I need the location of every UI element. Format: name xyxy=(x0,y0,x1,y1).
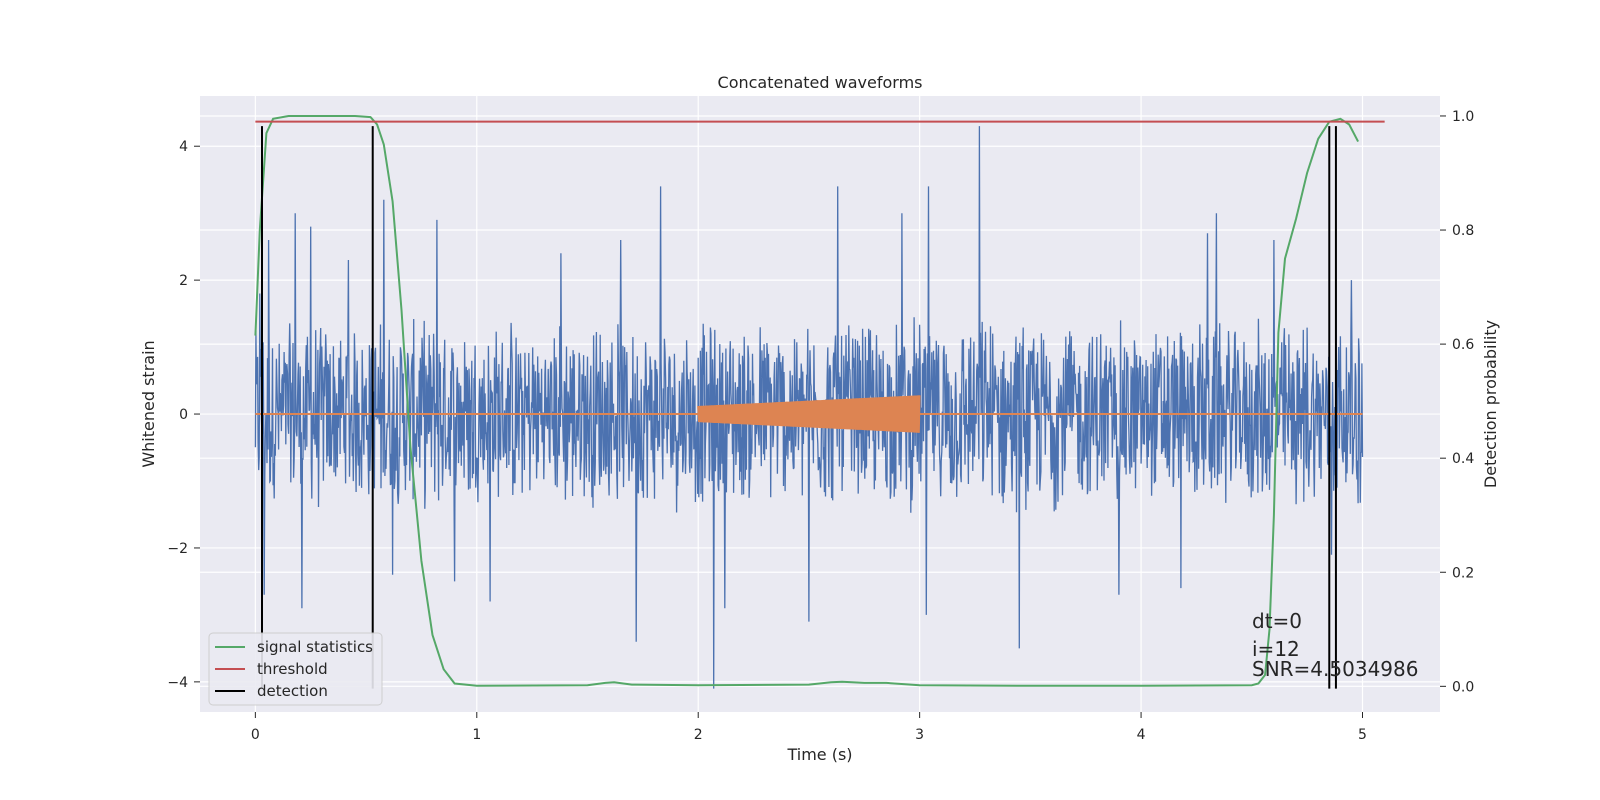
y-tick-label: −2 xyxy=(167,541,188,557)
y2-tick-label: 0.2 xyxy=(1452,565,1474,581)
legend-label-signal-statistics: signal statistics xyxy=(257,638,373,656)
annotation-i: i=12 xyxy=(1252,637,1300,661)
legend-box xyxy=(208,632,383,706)
grid-lines xyxy=(200,96,1440,712)
x-tick-label: 2 xyxy=(694,727,703,743)
x-tick-label: 1 xyxy=(472,727,481,743)
y-tick-label: −4 xyxy=(167,675,188,691)
x-tick-label: 4 xyxy=(1137,727,1146,743)
x-tick-label: 3 xyxy=(915,727,924,743)
series-line-signal-statistics xyxy=(254,115,1359,687)
y2-tick-label: 0.4 xyxy=(1452,451,1474,467)
legend-label-detection: detection xyxy=(257,682,328,700)
x-tick-label: 5 xyxy=(1358,727,1367,743)
series-line-injected-waveform xyxy=(697,395,921,433)
annotation-dt: dt=0 xyxy=(1252,609,1302,633)
x-axis-label: Time (s) xyxy=(786,745,852,764)
y2-tick-label: 1.0 xyxy=(1452,109,1474,125)
y2-tick-label: 0.8 xyxy=(1452,223,1474,239)
series-line-whitened-strain xyxy=(254,126,1364,689)
y-axis-label: Whitened strain xyxy=(139,340,158,467)
x-tick-label: 0 xyxy=(251,727,260,743)
y-tick-label: 2 xyxy=(179,273,188,289)
y2-axis-label: Detection probability xyxy=(1481,320,1500,488)
chart-title: Concatenated waveforms xyxy=(718,73,923,92)
legend: signal statistics threshold detection xyxy=(208,632,383,706)
annotation-snr: SNR=4.5034986 xyxy=(1252,657,1418,681)
series-layer xyxy=(254,115,1385,689)
y2-tick-label: 0.6 xyxy=(1452,337,1474,353)
y-tick-label: 0 xyxy=(179,407,188,423)
tick-labels: 0 1 2 3 4 5 −4 −2 0 2 4 0.0 0.2 0.4 0.6 0.8 1.0 xyxy=(167,109,1474,743)
legend-label-threshold: threshold xyxy=(257,660,328,678)
y2-tick-label: 0.0 xyxy=(1452,679,1474,695)
y-tick-label: 4 xyxy=(179,139,188,155)
